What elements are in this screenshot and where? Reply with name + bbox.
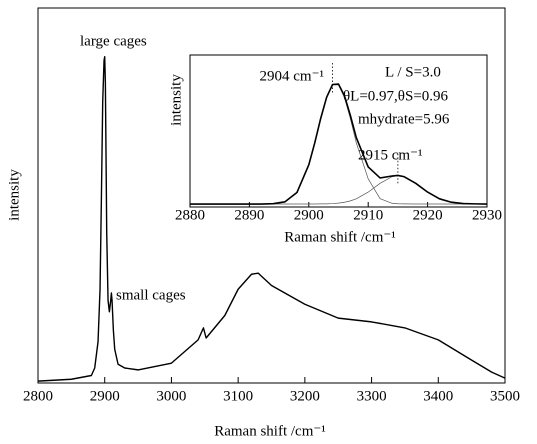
annotation: L / S=3.0 (385, 64, 441, 80)
annotation: large cages (80, 33, 147, 49)
x-tick-label: 2890 (234, 207, 264, 223)
spectrum-line (37, 56, 506, 382)
x-tick-label: 2880 (175, 207, 205, 223)
x-tick-label: 3100 (223, 388, 253, 404)
plot-frame (37, 7, 506, 384)
annotation: θL=0.97,θS=0.96 (343, 88, 449, 104)
x-tick-label: 2920 (413, 207, 443, 223)
x-tick-label: 2900 (294, 207, 324, 223)
x-tick-label: 2910 (353, 207, 383, 223)
x-tick-label: 2900 (90, 388, 120, 404)
x-axis-label: Raman shift /cm⁻¹ (214, 423, 326, 439)
x-tick-label: 2930 (472, 207, 502, 223)
x-axis-label: Raman shift /cm⁻¹ (284, 229, 396, 245)
plot-frame (189, 54, 488, 208)
y-axis-label: intensity (6, 169, 22, 221)
inset-background (168, 53, 491, 247)
annotation: mhydrate=5.96 (358, 111, 450, 127)
annotation: 2915 cm⁻¹ (358, 147, 423, 163)
x-tick-label: 2800 (23, 388, 53, 404)
x-tick-label: 3500 (490, 388, 520, 404)
annotation: small cages (116, 287, 186, 303)
x-tick-label: 3200 (290, 388, 320, 404)
annotation: 2904 cm⁻¹ (260, 68, 325, 84)
x-tick-label: 3300 (357, 388, 387, 404)
spectrum-line (190, 83, 488, 205)
y-axis-label: intensity (168, 74, 184, 126)
x-tick-label: 3000 (156, 388, 186, 404)
x-tick-label: 3400 (423, 388, 453, 404)
